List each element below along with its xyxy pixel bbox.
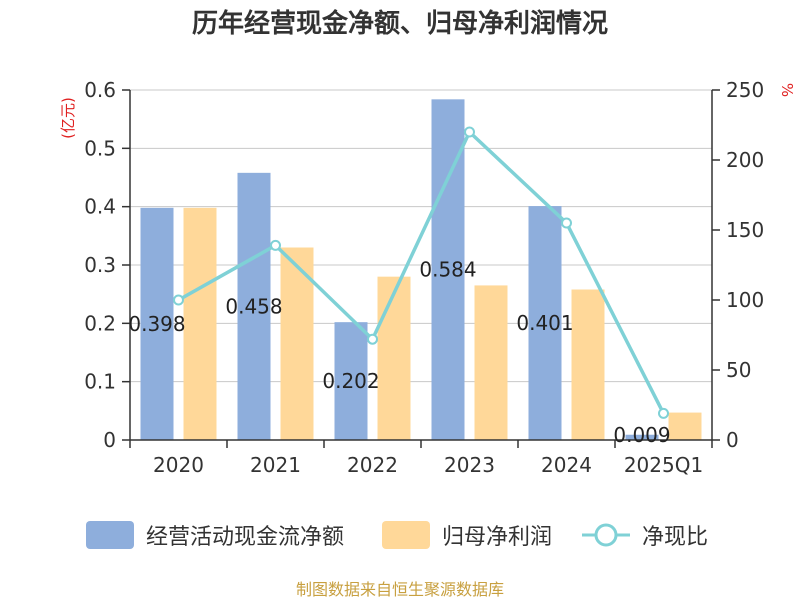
right-axis-tick-label: 150 bbox=[726, 218, 764, 242]
data-label-cashflow: 0.401 bbox=[516, 311, 573, 335]
ratio-point bbox=[173, 294, 184, 306]
bar-net-profit bbox=[377, 276, 411, 440]
left-axis-tick-label: 0.6 bbox=[84, 78, 116, 102]
axes bbox=[122, 89, 720, 448]
ratio-line bbox=[177, 129, 666, 415]
x-axis-tick-label: 2021 bbox=[250, 453, 301, 477]
ratio-point bbox=[561, 217, 572, 229]
legend-item-cashflow[interactable]: 经营活动现金流净额 bbox=[86, 521, 344, 550]
data-label-cashflow: 0.202 bbox=[322, 369, 379, 393]
right-axis-tick-label: 200 bbox=[726, 148, 764, 172]
bar-cashflow bbox=[625, 434, 659, 440]
bar-cashflow bbox=[334, 322, 368, 440]
left-axis-tick-label: 0.3 bbox=[84, 253, 116, 277]
data-label-cashflow: 0.458 bbox=[225, 294, 282, 318]
right-axis-unit-label: % bbox=[778, 83, 796, 97]
legend-swatch-net-profit bbox=[382, 521, 430, 549]
right-axis-tick-label: 250 bbox=[726, 78, 764, 102]
bar-net-profit bbox=[474, 285, 508, 440]
bar-cashflow bbox=[140, 207, 174, 440]
legend: 经营活动现金流净额 归母净利润 净现比 bbox=[86, 521, 708, 550]
left-axis-tick-label: 0 bbox=[103, 428, 116, 452]
left-axis-tick-label: 0.2 bbox=[84, 311, 116, 335]
right-axis-tick-label: 50 bbox=[726, 358, 751, 382]
legend-item-ratio[interactable]: 净现比 bbox=[582, 523, 708, 550]
chart-title: 历年经营现金净额、归母净利润情况 bbox=[192, 8, 608, 39]
ratio-line-series bbox=[173, 126, 669, 419]
legend-label-net-profit: 归母净利润 bbox=[442, 525, 552, 550]
right-axis-tick-label: 0 bbox=[726, 428, 739, 452]
left-axis-tick-label: 0.5 bbox=[84, 136, 116, 160]
legend-swatch-cashflow bbox=[86, 521, 134, 549]
ratio-point bbox=[270, 239, 281, 251]
bar-cashflow bbox=[528, 206, 562, 440]
right-axis-tick-label: 100 bbox=[726, 288, 764, 312]
tick-labels: 0 0.1 0.2 0.3 0.4 0.5 0.6 0 50 100 150 200 250 2020 20… bbox=[84, 78, 764, 477]
legend-swatch-ratio-marker bbox=[594, 523, 618, 547]
x-axis-tick-label: 2025Q1 bbox=[624, 453, 703, 477]
data-label-cashflow: 0.009 bbox=[613, 423, 670, 447]
x-axis-tick-label: 2024 bbox=[541, 453, 592, 477]
source-note: 制图数据来自恒生聚源数据库 bbox=[296, 580, 504, 599]
data-label-cashflow: 0.398 bbox=[128, 312, 185, 336]
left-axis-tick-label: 0.1 bbox=[84, 370, 116, 394]
ratio-point bbox=[367, 333, 378, 345]
bar-net-profit bbox=[280, 247, 314, 440]
bar-net-profit bbox=[668, 412, 702, 440]
legend-item-net-profit[interactable]: 归母净利润 bbox=[382, 521, 552, 550]
x-axis-tick-label: 2020 bbox=[153, 453, 204, 477]
bar-cashflow bbox=[237, 172, 271, 441]
bar-net-profit bbox=[571, 289, 605, 440]
legend-label-ratio: 净现比 bbox=[642, 525, 708, 550]
legend-label-cashflow: 经营活动现金流净额 bbox=[146, 525, 344, 550]
ratio-point bbox=[658, 407, 669, 419]
data-label-cashflow: 0.584 bbox=[419, 258, 476, 282]
left-axis-unit-label: (亿元) bbox=[59, 97, 77, 139]
left-axis-tick-label: 0.4 bbox=[84, 195, 116, 219]
gridlines bbox=[130, 89, 712, 383]
x-axis-tick-label: 2023 bbox=[444, 453, 495, 477]
data-labels: 0.398 0.458 0.202 0.584 0.401 0.009 bbox=[128, 258, 670, 447]
x-axis-tick-label: 2022 bbox=[347, 453, 398, 477]
ratio-point bbox=[464, 126, 475, 138]
bar-net-profit bbox=[183, 207, 217, 440]
